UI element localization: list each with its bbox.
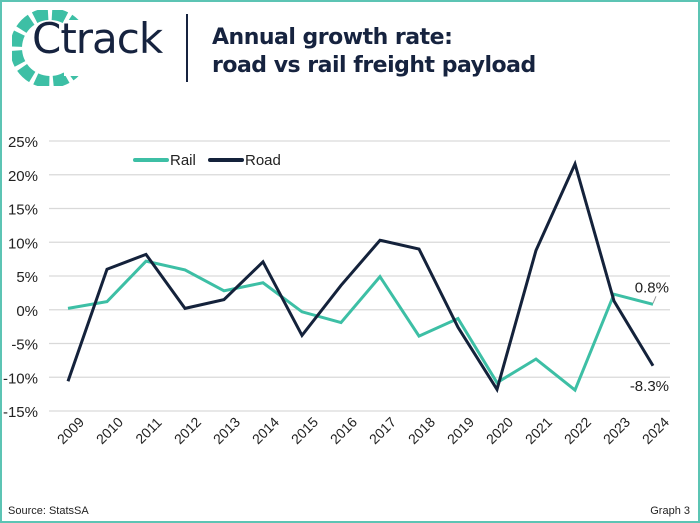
x-tick-label: 2010 [93, 414, 126, 447]
annotation-road-last: -8.3% [630, 378, 669, 395]
x-tick-label: 2016 [327, 414, 360, 447]
x-tick-label: 2015 [288, 414, 321, 447]
y-tick-label: -5% [11, 337, 38, 354]
x-tick-label: 2023 [600, 414, 633, 447]
logo-text: Ctrack [32, 14, 163, 63]
x-tick-label: 2011 [132, 414, 165, 447]
x-tick-label: 2022 [561, 414, 594, 447]
x-tick-label: 2019 [444, 414, 477, 447]
y-tick-label: 25% [8, 134, 38, 151]
y-tick-label: 10% [8, 235, 38, 252]
y-tick-label: -10% [3, 370, 38, 387]
title-line-2: road vs rail freight payload [212, 53, 536, 78]
x-tick-label: 2024 [639, 414, 672, 447]
title-line-1: Annual growth rate: [212, 25, 453, 50]
series-line-rail [67, 259, 654, 393]
x-tick-label: 2017 [366, 414, 399, 447]
x-tick-label: 2013 [210, 414, 243, 447]
annotation-leader [652, 296, 657, 304]
graph-label: Graph 3 [650, 505, 690, 517]
y-tick-label: 15% [8, 202, 38, 219]
line-chart: -15%-10%-5%0%5%10%15%20%25%2009 2010 2011 2… [3, 134, 672, 447]
x-tick-label: 2012 [171, 414, 204, 447]
x-tick-label: 2021 [522, 414, 555, 447]
legend-label-rail: Rail [170, 152, 196, 169]
annotation-rail-last: 0.8% [635, 279, 669, 296]
legend-label-road: Road [245, 152, 281, 169]
x-tick-label: 2020 [483, 414, 516, 447]
x-tick-label: 2014 [249, 414, 282, 447]
ctrack-logo-icon [12, 10, 94, 86]
y-tick-label: 20% [8, 168, 38, 185]
x-tick-label: 2018 [405, 414, 438, 447]
source-note: Source: StatsSA [8, 505, 89, 517]
x-tick-label: 2009 [54, 414, 87, 447]
y-tick-label: 0% [16, 303, 38, 320]
y-tick-label: 5% [16, 269, 38, 286]
header-divider [186, 14, 188, 82]
y-tick-label: -15% [3, 404, 38, 421]
chart-title: Annual growth rate: road vs rail freight… [212, 24, 536, 80]
series-line-road [66, 159, 655, 394]
